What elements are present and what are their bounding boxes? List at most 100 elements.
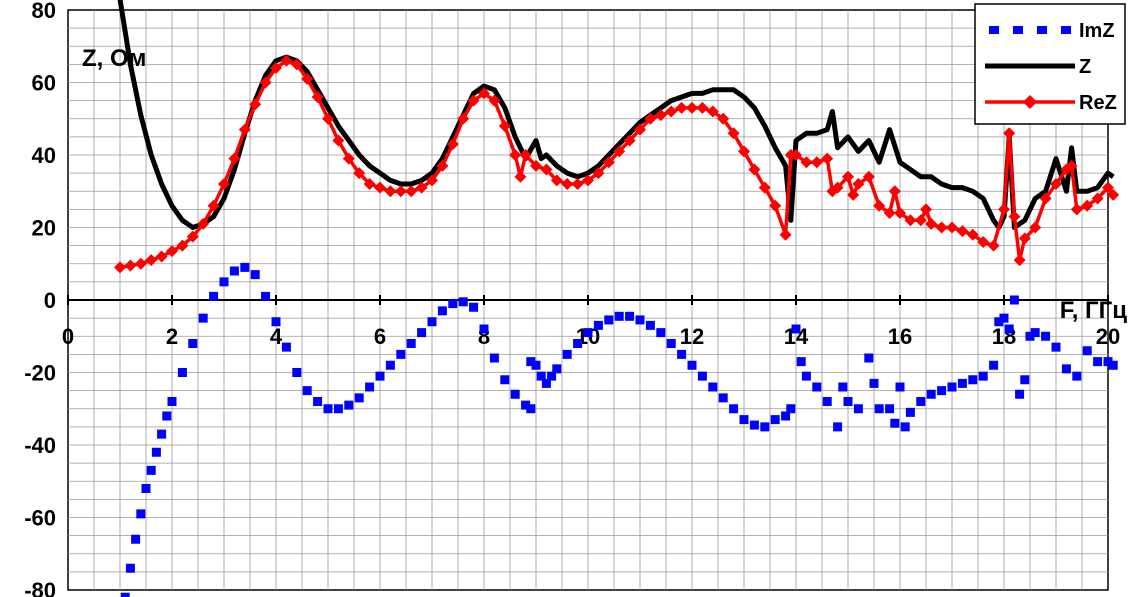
x-axis-label: F, ГГц (1060, 297, 1128, 324)
x-tick-label: 6 (374, 324, 386, 349)
data-point-rez (363, 178, 376, 190)
data-point-imz (718, 393, 728, 403)
data-point-imz (895, 382, 905, 392)
data-point-imz (1061, 364, 1071, 374)
data-point-rez (374, 181, 386, 194)
data-point-rez (311, 91, 324, 103)
data-point-rez (290, 58, 303, 71)
data-point-imz (989, 360, 999, 370)
data-point-imz (162, 411, 172, 421)
data-point-imz (157, 429, 167, 439)
data-point-rez (894, 207, 906, 219)
data-point-rez (457, 112, 470, 125)
data-point-rez (114, 261, 126, 274)
data-point-imz (687, 360, 697, 370)
data-point-rez (790, 149, 802, 161)
data-point-imz (240, 262, 250, 272)
data-point-rez (478, 87, 490, 100)
y-tick-label: -20 (24, 361, 56, 386)
data-point-rez (571, 178, 584, 190)
data-point-rez (561, 178, 574, 190)
data-point-imz (1004, 324, 1014, 334)
data-point-rez (509, 149, 522, 161)
data-point-imz (796, 357, 806, 367)
data-point-imz (978, 371, 988, 381)
legend-item-rez: ReZ (985, 92, 1117, 114)
data-point-imz (489, 353, 499, 363)
data-point-rez (1070, 203, 1083, 216)
data-point-imz (510, 389, 520, 399)
data-point-imz (458, 297, 468, 307)
y-tick-label: -60 (24, 506, 56, 531)
data-point-imz (177, 368, 187, 377)
data-point-imz (479, 324, 489, 334)
data-point-imz (344, 400, 354, 410)
data-point-imz (604, 315, 614, 325)
data-point-rez (800, 156, 813, 169)
data-point-imz (209, 291, 219, 301)
data-point-imz (625, 311, 635, 321)
data-point-rez (1091, 192, 1104, 205)
data-point-rez (873, 199, 886, 212)
data-point-rez (322, 112, 334, 125)
data-point-rez (259, 76, 272, 89)
data-point-rez (613, 145, 626, 158)
data-point-imz (1051, 342, 1061, 352)
data-point-rez (353, 167, 366, 180)
data-point-rez (862, 170, 875, 183)
data-point-imz (905, 407, 915, 417)
data-point-imz (957, 378, 967, 388)
data-point-imz (354, 393, 364, 403)
data-point-rez (218, 178, 230, 190)
y-tick-label: 20 (32, 216, 56, 241)
legend-label: Z (1079, 56, 1091, 78)
data-point-rez (644, 112, 657, 125)
data-point-imz (323, 404, 333, 414)
data-point-imz (198, 313, 208, 323)
data-point-rez (977, 236, 990, 248)
data-point-rez (727, 127, 740, 140)
data-point-imz (1103, 357, 1113, 367)
data-point-rez (925, 217, 938, 230)
data-point-imz (739, 415, 749, 425)
data-point-rez (1003, 127, 1016, 140)
data-point-rez (847, 188, 860, 201)
data-point-rez (498, 120, 511, 132)
data-point-rez (405, 185, 418, 198)
data-point-imz (536, 371, 546, 381)
data-point-rez (810, 156, 823, 169)
data-point-imz (801, 371, 811, 381)
data-point-imz (141, 484, 151, 493)
series-rez (114, 54, 1120, 274)
data-point-rez (696, 101, 709, 114)
legend-label: ReZ (1079, 92, 1117, 114)
series-line-rez (119, 59, 1115, 270)
y-tick-label: 60 (32, 71, 56, 96)
data-point-rez (852, 178, 865, 190)
data-point-imz (838, 382, 848, 392)
data-point-rez (779, 228, 792, 241)
data-point-rez (519, 149, 532, 161)
data-point-imz (131, 534, 141, 544)
series-layer (114, 0, 1120, 597)
data-point-rez (987, 239, 1000, 252)
data-point-imz (541, 378, 551, 388)
data-point-rez (186, 230, 199, 243)
data-point-rez (769, 199, 782, 212)
data-point-imz (666, 339, 676, 348)
data-point-rez (675, 101, 688, 114)
y-tick-label: -40 (24, 433, 56, 458)
data-point-rez (166, 245, 178, 258)
data-point-imz (645, 320, 655, 330)
data-point-imz (900, 422, 910, 432)
data-point-imz (656, 328, 666, 338)
data-point-rez (1008, 210, 1021, 223)
data-point-imz (822, 397, 832, 406)
data-point-imz (1030, 328, 1040, 338)
data-point-imz (1020, 375, 1030, 385)
data-point-imz (396, 349, 406, 359)
data-point-rez (467, 94, 480, 107)
data-point-rez (134, 257, 147, 270)
